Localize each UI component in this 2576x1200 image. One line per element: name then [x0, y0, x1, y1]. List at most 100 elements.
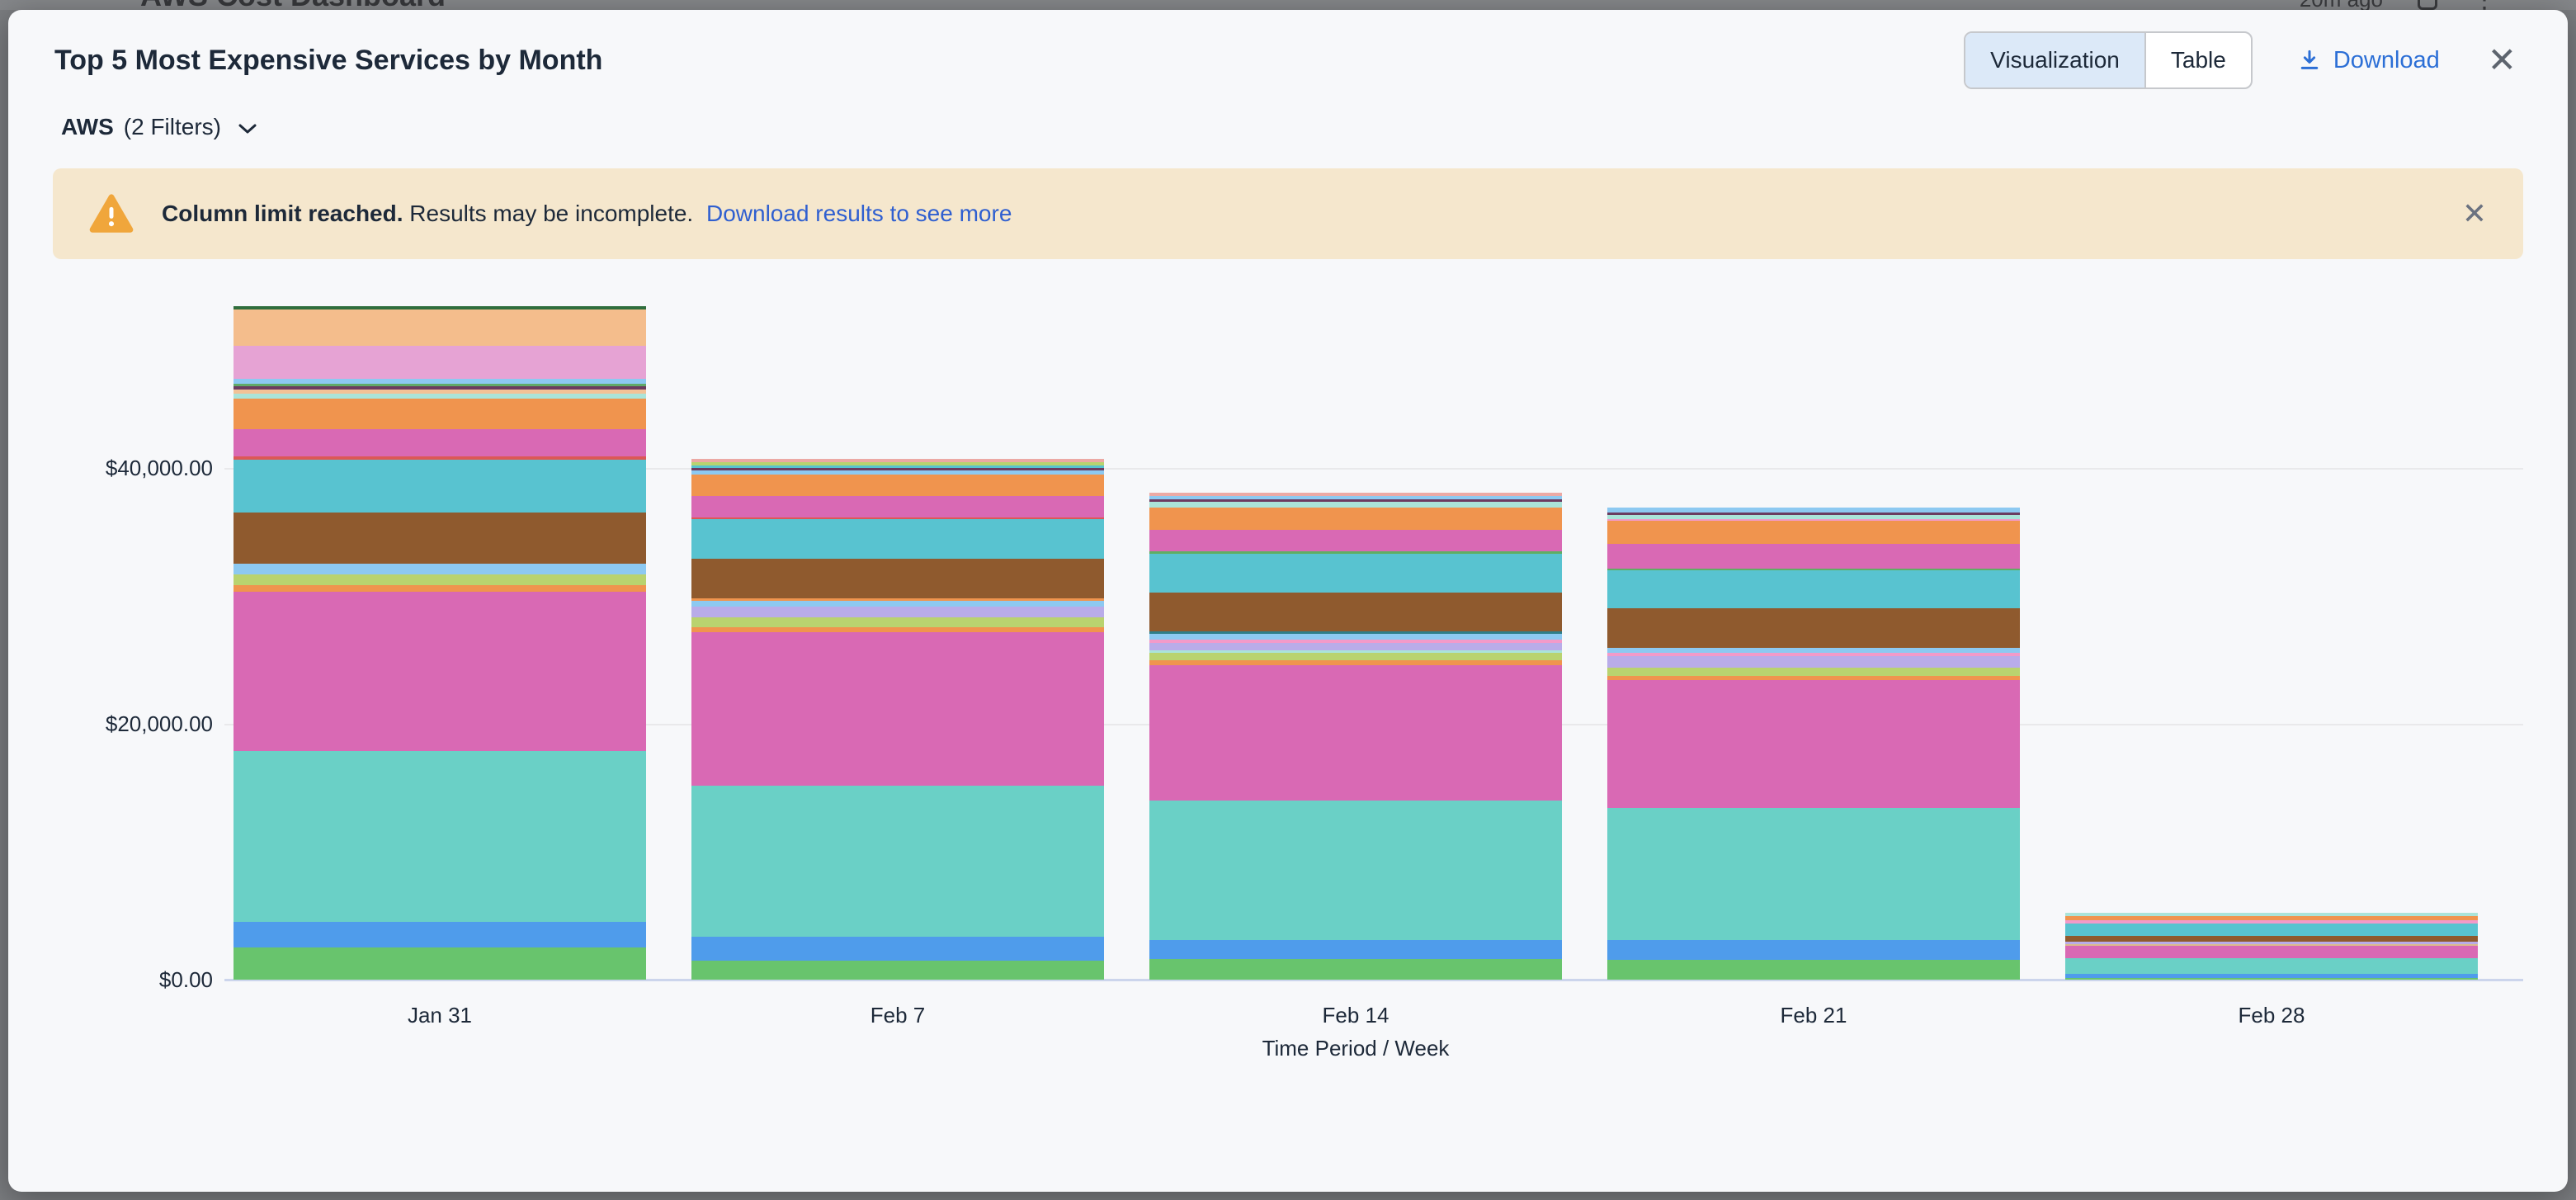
- bar-segment-sky_blue[interactable]: [691, 601, 1104, 607]
- bar-segment-orange[interactable]: [691, 598, 1104, 601]
- bar-segment-brown[interactable]: [1607, 608, 2020, 648]
- bar-segment-pink_light[interactable]: [1149, 640, 1562, 643]
- bar-segment-cyan[interactable]: [234, 460, 646, 513]
- bar-segment-periwinkle[interactable]: [691, 607, 1104, 617]
- bar-segment-orange[interactable]: [234, 585, 646, 592]
- bar-segment-pink_light[interactable]: [1607, 519, 2020, 521]
- bar-segment-teal[interactable]: [2065, 958, 2478, 974]
- close-icon[interactable]: ✕: [2487, 40, 2517, 79]
- x-axis-label: Feb 28: [2238, 1003, 2305, 1028]
- bar-segment-mint[interactable]: [1149, 650, 1562, 653]
- bar-segment-teal[interactable]: [234, 751, 646, 922]
- bar-segment-sandy[interactable]: [234, 309, 646, 346]
- bar-segment-red[interactable]: [234, 456, 646, 460]
- bar-segment-mint[interactable]: [234, 394, 646, 399]
- bar-segment-green[interactable]: [234, 947, 646, 980]
- bar-segment-forest[interactable]: [234, 306, 646, 309]
- bar-segment-pink[interactable]: [1607, 680, 2020, 808]
- bar-segment-yellow_green[interactable]: [1149, 653, 1562, 660]
- bar-segment-sky_blue[interactable]: [1607, 648, 2020, 653]
- bar-segment-brown[interactable]: [691, 559, 1104, 598]
- bar-segment-mint[interactable]: [2065, 913, 2478, 916]
- bar-segment-orange[interactable]: [691, 627, 1104, 632]
- bar-segment-orange[interactable]: [2065, 916, 2478, 920]
- bar-segment-plum[interactable]: [234, 386, 646, 390]
- bar-segment-cyan[interactable]: [691, 465, 1104, 468]
- bar-segment-peach[interactable]: [234, 390, 646, 394]
- bar-segment-periwinkle[interactable]: [2065, 942, 2478, 944]
- bar-segment-green_dark[interactable]: [234, 384, 646, 386]
- bar-segment-orange[interactable]: [691, 475, 1104, 496]
- bar-segment-orange[interactable]: [1149, 660, 1562, 665]
- bar-segment-teal[interactable]: [1149, 801, 1562, 940]
- bar-segment-pink[interactable]: [1149, 665, 1562, 801]
- bar-segment-pink[interactable]: [234, 592, 646, 751]
- bar-segment-blue[interactable]: [1149, 940, 1562, 959]
- bar-segment-red[interactable]: [691, 517, 1104, 519]
- banner-download-link[interactable]: Download results to see more: [706, 201, 1012, 226]
- bar-segment-green[interactable]: [691, 961, 1104, 980]
- bar-segment-blue[interactable]: [2065, 974, 2478, 978]
- bar-segment-pink[interactable]: [2065, 946, 2478, 958]
- bar-segment-mint[interactable]: [1607, 515, 2020, 519]
- bar-segment-pink_light[interactable]: [1607, 653, 2020, 656]
- bar-segment-orange[interactable]: [1607, 521, 2020, 544]
- x-axis-label: Jan 31: [407, 1003, 473, 1028]
- bar-segment-blue[interactable]: [691, 937, 1104, 961]
- bar-feb-7: [691, 459, 1104, 980]
- bar-segment-teal[interactable]: [1607, 808, 2020, 940]
- bar-segment-cyan[interactable]: [2065, 924, 2478, 936]
- bar-segment-orchid[interactable]: [234, 346, 646, 379]
- bar-segment-plum[interactable]: [691, 468, 1104, 470]
- bar-segment-mint[interactable]: [1149, 502, 1562, 508]
- bar-segment-yellow_green[interactable]: [691, 462, 1104, 465]
- bar-segment-sky_blue[interactable]: [234, 379, 646, 384]
- bar-segment-brown[interactable]: [1149, 593, 1562, 631]
- tab-visualization[interactable]: Visualization: [1965, 33, 2144, 87]
- bar-segment-brown[interactable]: [2065, 936, 2478, 942]
- bar-segment-sky_blue[interactable]: [691, 470, 1104, 475]
- tab-table[interactable]: Table: [2144, 33, 2251, 87]
- bar-segment-blue[interactable]: [234, 922, 646, 947]
- bar-segment-pink[interactable]: [691, 632, 1104, 786]
- bar-segment-green[interactable]: [1607, 960, 2020, 980]
- bar-segment-grass[interactable]: [1607, 569, 2020, 570]
- bar-segment-cyan[interactable]: [691, 519, 1104, 559]
- bar-segment-green[interactable]: [2065, 978, 2478, 980]
- bar-segment-orange[interactable]: [1149, 508, 1562, 530]
- bar-segment-orange[interactable]: [234, 399, 646, 429]
- bar-segment-yellow_green[interactable]: [691, 617, 1104, 627]
- bar-segment-brown[interactable]: [234, 513, 646, 564]
- banner-close-icon[interactable]: ✕: [2461, 196, 2487, 230]
- bar-segment-pink[interactable]: [1149, 530, 1562, 551]
- bar-segment-pink_light[interactable]: [2065, 920, 2478, 924]
- bar-segment-pink[interactable]: [691, 496, 1104, 517]
- filter-dropdown[interactable]: AWS (2 Filters): [61, 114, 257, 140]
- bar-segment-green[interactable]: [1149, 959, 1562, 980]
- bar-segment-yellow_green[interactable]: [234, 574, 646, 585]
- bar-segment-orange[interactable]: [1607, 676, 2020, 680]
- bar-segment-plum[interactable]: [1149, 499, 1562, 502]
- bar-segment-sky_blue[interactable]: [234, 564, 646, 574]
- download-button[interactable]: Download: [2297, 47, 2440, 74]
- page-scrim[interactable]: AWS Cost Dashboard 20m ago ⋮: [0, 0, 2576, 10]
- bar-segment-tan[interactable]: [2065, 944, 2478, 946]
- bar-segment-pink[interactable]: [234, 429, 646, 456]
- bar-segment-teal[interactable]: [691, 786, 1104, 937]
- bar-feb-21: [1607, 508, 2020, 980]
- bar-segment-salmon[interactable]: [1149, 493, 1562, 496]
- bar-segment-plum[interactable]: [1607, 513, 2020, 515]
- bar-segment-sky_blue[interactable]: [1149, 634, 1562, 640]
- bar-segment-cyan[interactable]: [1607, 570, 2020, 608]
- bar-segment-yellow_green[interactable]: [1607, 668, 2020, 676]
- bar-segment-grass[interactable]: [1149, 551, 1562, 554]
- bar-segment-periwinkle[interactable]: [1607, 656, 2020, 668]
- bar-segment-sky_blue[interactable]: [1607, 508, 2020, 513]
- bar-segment-pink[interactable]: [1607, 544, 2020, 569]
- bar-segment-teal_dark[interactable]: [1149, 631, 1562, 634]
- bar-segment-salmon[interactable]: [691, 459, 1104, 462]
- bar-segment-blue[interactable]: [1607, 940, 2020, 960]
- bar-segment-periwinkle[interactable]: [1149, 643, 1562, 650]
- bar-segment-sky_blue[interactable]: [1149, 496, 1562, 499]
- bar-segment-cyan[interactable]: [1149, 554, 1562, 593]
